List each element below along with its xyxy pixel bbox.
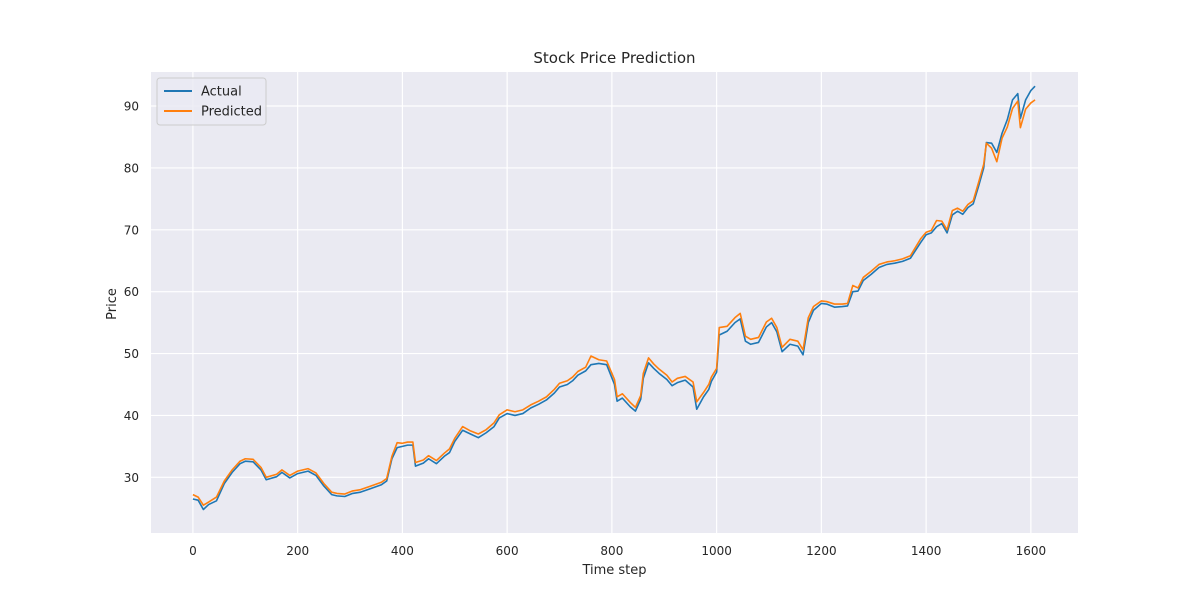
chart-title: Stock Price Prediction — [533, 49, 695, 67]
legend: Actual Predicted — [156, 77, 267, 126]
x-tick-labels: 0 200 400 600 800 1000 1200 1400 1600 — [189, 544, 1046, 558]
legend-box — [156, 77, 267, 126]
x-tick-label: 600 — [496, 544, 519, 558]
x-tick-label: 1000 — [701, 544, 732, 558]
y-gridlines — [151, 105, 1078, 478]
y-tick-label: 70 — [124, 223, 139, 237]
y-axis-label: Price — [105, 288, 120, 320]
x-tick-label: 1200 — [806, 544, 837, 558]
series-line-actual — [192, 85, 1036, 511]
plot-area — [151, 72, 1078, 533]
x-tick-label: 400 — [391, 544, 414, 558]
x-tick-label: 200 — [286, 544, 309, 558]
y-tick-label: 60 — [124, 285, 139, 299]
y-tick-label: 80 — [124, 161, 139, 175]
y-tick-labels: 30 40 50 60 70 80 90 — [124, 100, 139, 485]
x-tick-label: 1400 — [911, 544, 942, 558]
y-tick-label: 30 — [124, 471, 139, 485]
y-tick-label: 40 — [124, 409, 139, 423]
y-tick-label: 90 — [124, 100, 139, 114]
legend-label-actual: Actual — [201, 85, 242, 100]
x-tick-label: 0 — [189, 544, 197, 558]
series-line-predicted — [192, 99, 1036, 506]
x-tick-label: 800 — [600, 544, 623, 558]
x-gridlines — [192, 72, 1032, 533]
legend-label-predicted: Predicted — [201, 105, 262, 120]
series-layer — [192, 85, 1036, 511]
x-tick-label: 1600 — [1016, 544, 1047, 558]
x-axis-label: Time step — [581, 563, 646, 578]
y-tick-label: 50 — [124, 347, 139, 361]
